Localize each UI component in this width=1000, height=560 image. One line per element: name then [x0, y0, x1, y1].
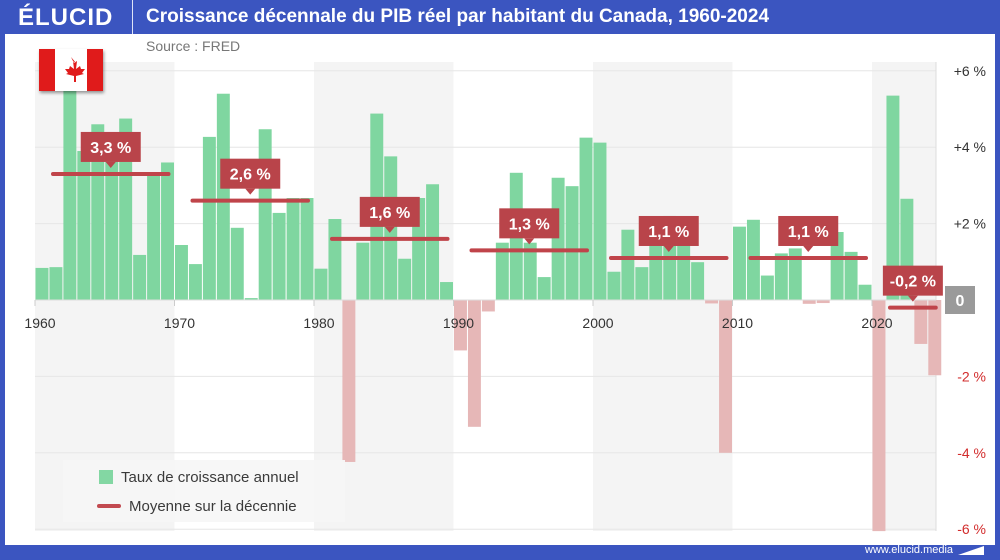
footer-logo-icon — [958, 546, 984, 555]
bar-1974 — [231, 228, 244, 300]
legend-label: Moyenne sur la décennie — [129, 498, 297, 515]
mean-value-label: 1,1 % — [648, 224, 689, 241]
bar-1982 — [342, 300, 355, 462]
bar-1961 — [49, 267, 62, 300]
mean-value-label: 3,3 % — [90, 140, 131, 157]
bar-1981 — [328, 219, 341, 300]
legend-item-mean: Moyenne sur la décennie — [63, 495, 297, 517]
x-tick-label: 1990 — [443, 315, 474, 331]
bar-2003 — [635, 267, 648, 300]
bar-1967 — [133, 255, 146, 300]
mean-value-label: 1,3 % — [509, 216, 550, 233]
bar-1965 — [105, 147, 118, 300]
bar-2004 — [649, 239, 662, 300]
bar-1970 — [175, 245, 188, 300]
x-tick-label: 2020 — [861, 315, 892, 331]
bar-2019 — [859, 285, 872, 300]
legend: Taux de croissance annuel Moyenne sur la… — [63, 460, 345, 522]
bar-2012 — [761, 276, 774, 300]
bar-1999 — [580, 138, 593, 300]
bar-1998 — [566, 186, 579, 300]
x-tick-label: 2000 — [582, 315, 613, 331]
bar-1979 — [301, 198, 314, 300]
decade-mean-label: 1,1 % — [778, 216, 838, 252]
bar-1996 — [538, 277, 551, 300]
bar-1988 — [426, 184, 439, 300]
canada-flag-icon — [39, 49, 103, 91]
decade-mean-label: 1,3 % — [499, 208, 559, 244]
x-tick-label: 1980 — [303, 315, 334, 331]
bar-1977 — [273, 213, 286, 300]
bar-1971 — [189, 264, 202, 300]
bar-1962 — [63, 86, 76, 300]
y-tick-label: -4 % — [957, 445, 986, 461]
bar-1968 — [147, 174, 160, 300]
label-pointer — [245, 189, 255, 195]
x-tick-label: 1970 — [164, 315, 195, 331]
y-tick-label: -2 % — [957, 368, 986, 384]
y-tick-label: +6 % — [954, 63, 986, 79]
bar-2002 — [621, 230, 634, 300]
red-line-icon — [97, 504, 121, 508]
y-tick-label: +4 % — [954, 139, 986, 155]
bar-1992 — [482, 300, 495, 311]
x-tick-label: 1960 — [24, 315, 55, 331]
bar-1976 — [259, 129, 272, 300]
bar-2001 — [607, 272, 620, 300]
x-tick-label: 2010 — [722, 315, 753, 331]
bar-2013 — [775, 253, 788, 300]
bar-1973 — [217, 94, 230, 300]
mean-value-label: 1,6 % — [369, 205, 410, 222]
bar-2015 — [803, 300, 816, 304]
bar-2006 — [677, 239, 690, 300]
bar-2008 — [705, 300, 718, 303]
bar-2007 — [691, 262, 704, 300]
y-tick-label: -6 % — [957, 521, 986, 537]
bar-1960 — [36, 268, 49, 300]
bar-1986 — [398, 259, 411, 300]
label-pointer — [803, 246, 813, 252]
y-tick-label: +2 % — [954, 216, 986, 232]
green-square-icon — [99, 470, 113, 484]
mean-value-label: 1,1 % — [788, 224, 829, 241]
mean-value-label: -0,2 % — [890, 274, 936, 291]
mean-value-label: 2,6 % — [230, 167, 271, 184]
bar-2020 — [873, 300, 886, 531]
y-tick-label: 0 — [956, 293, 965, 310]
bar-1969 — [161, 162, 174, 300]
bar-1972 — [203, 137, 216, 300]
footer-url: www.elucid.media — [865, 544, 953, 556]
bar-1980 — [315, 269, 328, 300]
bar-2000 — [594, 143, 607, 300]
legend-label: Taux de croissance annuel — [121, 469, 299, 486]
bar-2024 — [928, 300, 941, 375]
legend-item-annual: Taux de croissance annuel — [63, 466, 299, 488]
bar-2010 — [733, 227, 746, 300]
bar-1989 — [440, 282, 453, 300]
bar-1983 — [356, 243, 369, 300]
bar-1978 — [287, 198, 300, 300]
bar-1997 — [552, 178, 565, 300]
